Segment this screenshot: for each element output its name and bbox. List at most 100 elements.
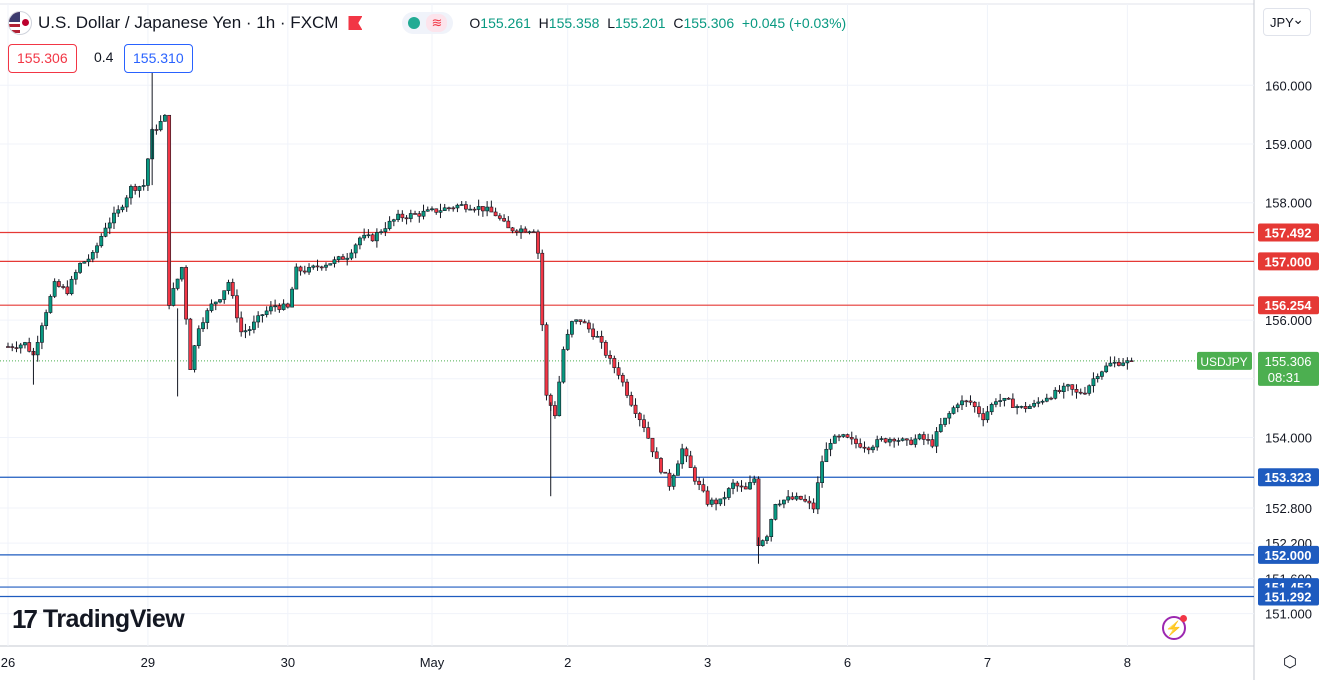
y-tick-label: 159.000 (1265, 137, 1312, 152)
candle-body (277, 305, 282, 310)
candle-body (1116, 361, 1121, 366)
candle-body (603, 341, 608, 356)
candle-body (40, 325, 44, 343)
symbol-header: U.S. Dollar / Japanese Yen · 1h · FXCM ≋… (8, 10, 846, 36)
candle-body (78, 262, 82, 273)
candle-body (1066, 384, 1070, 387)
candle-body (146, 158, 150, 186)
candle-body (247, 329, 252, 331)
settings-gear-icon[interactable]: ⬡ (1283, 654, 1297, 671)
candle-body (968, 400, 973, 403)
candle-body (709, 499, 714, 505)
candle-body (404, 217, 409, 220)
level-label-text: 156.254 (1265, 298, 1313, 313)
horizontal-levels (0, 231, 1254, 598)
candle-body (205, 310, 210, 323)
candle-body (1027, 405, 1032, 409)
candle-body (336, 256, 341, 261)
candle-body (845, 434, 850, 438)
candle-body (298, 266, 303, 272)
ohlc-readout: O155.261 H155.358 L155.201 C155.306 +0.0… (469, 15, 847, 31)
candle-body (285, 303, 290, 308)
candle-body (637, 413, 642, 421)
candle-body (514, 230, 519, 233)
candle-body (472, 208, 477, 211)
candle-body (459, 204, 464, 206)
candle-body (994, 401, 998, 405)
y-tick-label: 158.000 (1265, 196, 1312, 211)
symbol-tag-text: USDJPY (1200, 355, 1247, 369)
currency-select[interactable]: JPY (1263, 5, 1311, 36)
candle-body (561, 349, 566, 383)
candle-body (18, 344, 23, 349)
candle-body (578, 319, 583, 322)
x-tick-label: 8 (1124, 655, 1131, 670)
candle-body (311, 265, 316, 268)
candle-body (353, 244, 358, 254)
candle-body (849, 437, 854, 440)
sell-price-button[interactable]: 155.306 (8, 44, 77, 73)
status-pill[interactable]: ≋ (402, 12, 454, 34)
candle-body (646, 427, 651, 439)
close-value: 155.306 (683, 15, 735, 31)
candle-body (396, 213, 400, 221)
candle-body (476, 206, 481, 210)
candle-body (883, 438, 888, 443)
x-tick-label: May (420, 655, 445, 670)
candle-body (820, 461, 824, 483)
candle-body (904, 438, 909, 441)
candle-body (765, 536, 769, 541)
level-label-resistance: 156.254 (1258, 296, 1319, 315)
flag-icon[interactable] (348, 16, 363, 30)
candle-body (137, 186, 142, 191)
level-label-support: 152.000 (1258, 545, 1319, 564)
x-tick-label: 29 (141, 655, 155, 670)
candle-body (951, 407, 956, 414)
candle-body (341, 256, 345, 260)
candle-body (290, 288, 294, 308)
candle-body (977, 406, 981, 414)
symbol-title[interactable]: U.S. Dollar / Japanese Yen · 1h · FXCM (38, 13, 339, 32)
y-tick-label: 154.000 (1265, 431, 1312, 446)
last-price-bg (1258, 351, 1319, 386)
candle-body (485, 206, 490, 212)
candle-body (862, 446, 867, 449)
candle-body (798, 495, 803, 500)
candle-body (900, 438, 905, 441)
x-tick-label: 3 (704, 655, 711, 670)
candle-body (192, 345, 197, 370)
candle-body (1053, 389, 1058, 399)
level-label-bg (1258, 223, 1319, 242)
usd-jpy-flag-icon (8, 11, 32, 35)
countdown-value: 08:31 (1268, 370, 1301, 385)
candle-body (875, 439, 880, 448)
lightning-icon[interactable]: ⚡ (1162, 615, 1187, 640)
candle-body (162, 114, 167, 122)
price-axis: 160.000159.000158.000156.000155.000154.0… (1265, 78, 1312, 621)
candle-body (1108, 362, 1113, 367)
candlesticks (6, 70, 1134, 564)
candle-body (714, 499, 718, 505)
candle-body (616, 367, 621, 376)
candle-body (1091, 378, 1096, 387)
candle-body (6, 346, 10, 348)
candle-body (998, 400, 1003, 402)
candle-body (807, 500, 812, 504)
candle-body (243, 330, 248, 333)
candle-body (650, 437, 655, 453)
candle-body (1023, 406, 1028, 409)
candle-body (379, 231, 384, 233)
candle-body (1032, 403, 1036, 407)
candle-body (1044, 397, 1049, 402)
open-value: 155.261 (480, 15, 531, 31)
candle-body (934, 431, 939, 447)
candle-body (268, 306, 273, 312)
candle-body (570, 321, 574, 335)
candle-body (510, 227, 515, 232)
candle-body (1087, 385, 1092, 394)
buy-price-button[interactable]: 155.310 (124, 44, 193, 73)
candle-body (620, 374, 625, 383)
candle-body (1104, 365, 1109, 373)
